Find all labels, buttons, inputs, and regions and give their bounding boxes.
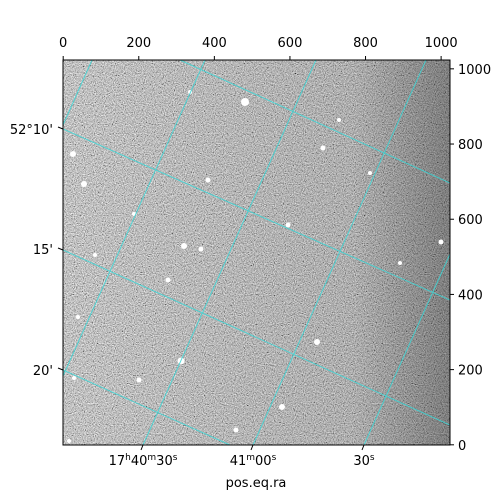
dec-ticks: 52°10' 15' 20' [10,123,64,379]
coordinate-grid [63,60,450,445]
y-tick-label: 600 [458,213,483,228]
ra-tick-label: 30s [353,453,375,469]
frame [62,59,451,446]
sky-image [63,60,450,445]
y-tick-label: 400 [458,288,483,303]
y-tick-label: 1000 [458,63,491,78]
dec-tick-label: 15' [33,243,53,258]
dec-tick-label: 52°10' [10,123,53,138]
ra-tick-label: 17h40m30s [109,453,178,469]
y-tick-label: 0 [458,439,466,454]
x-tick-label: 1000 [425,36,458,51]
stars [67,90,444,443]
x-tick-label: 200 [126,36,151,51]
x-axis-label: pos.eq.ra [226,476,287,491]
x-tick-label: 400 [202,36,227,51]
ra-ticks: 17h40m30s 41m00s 30s pos.eq.ra [109,444,375,491]
dec-tick-label: 20' [33,364,53,379]
y-tick-label: 800 [458,138,483,153]
x-tick-label: 600 [278,36,303,51]
y-tick-label: 200 [458,364,483,379]
x-tick-label: 800 [353,36,378,51]
x-tick-label: 0 [59,36,67,51]
ra-tick-label: 41m00s [230,453,277,469]
